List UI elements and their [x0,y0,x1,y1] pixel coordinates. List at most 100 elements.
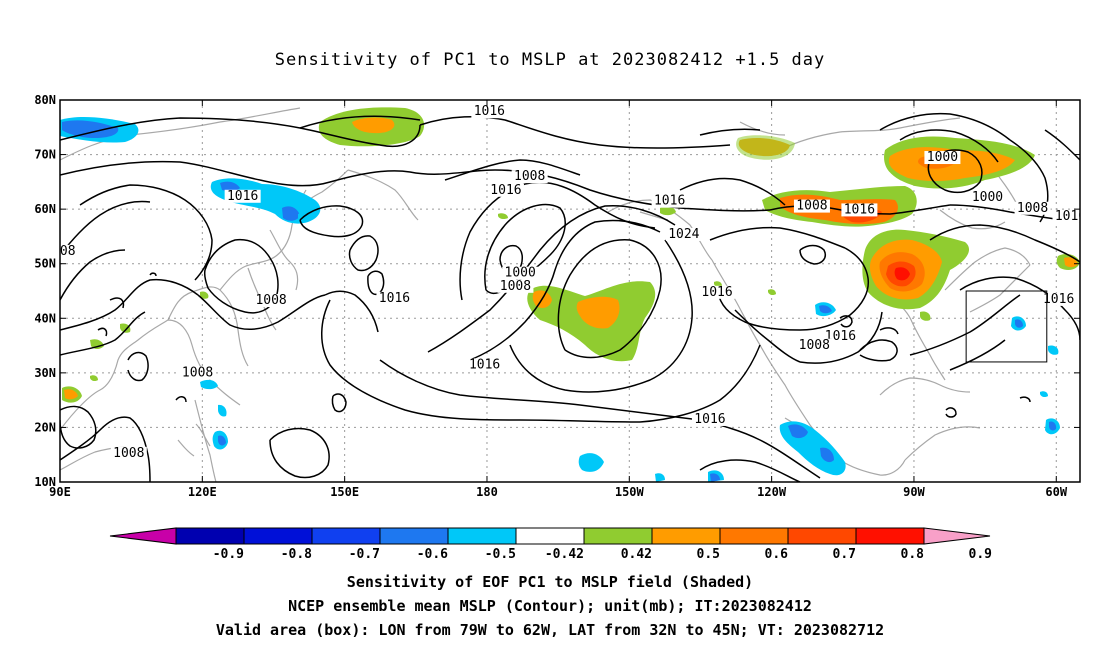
colorbar-label: -0.9 [213,547,244,562]
colorbar-box [787,527,857,545]
contour-label-bg [1040,292,1077,306]
contour-label-bg [110,446,147,460]
lat-tick-label: 70N [34,148,56,162]
colorbar-box [447,527,517,545]
contour-label-bg [376,291,413,305]
contour-label: 1008 [1017,201,1048,216]
lat-tick-label: 30N [34,366,56,380]
contour-label: 1016 [490,183,521,198]
lon-tick-label: 180 [476,485,498,499]
contour-label: 1016 [654,194,685,209]
contour-label-bg [466,358,503,372]
contour-label: 1016 [379,291,410,306]
contour-label: 1008 [796,199,827,214]
caption-valid-area: Valid area (box): LON from 79W to 62W, L… [215,621,885,639]
colorbar-label: 0.6 [765,547,789,562]
contour-label: 1000 [505,266,536,281]
contour-label: 1016 [844,202,875,217]
axes: 90E 120E 150E 180 150W 120W 90W 60W 80N 70N 60N 50N… [34,93,1080,499]
mslp-contours [60,112,1080,482]
contour-label-bg [253,294,290,308]
contour-label: 1016 [469,357,500,372]
colorbar-box [515,527,585,545]
lon-tick-label: 150W [615,485,645,499]
contour-label-bg [924,151,961,165]
contour-label-bg [665,227,702,241]
colorbar-high-extend [923,527,991,545]
lon-tick-label: 120W [757,485,787,499]
contour-label: 1008 [514,169,545,184]
colorbar-label: 0.5 [697,547,720,562]
colorbar-label: -0.6 [417,547,448,562]
colorbar-label: 0.9 [969,547,992,562]
colorbar-box [651,527,721,545]
contour-label: 1016 [701,285,732,300]
contour-label: 1024 [668,227,699,242]
caption-contour: NCEP ensemble mean MSLP (Contour); unit(… [288,597,812,615]
contour-label: 1016 [474,104,505,119]
colorbar-label: 0.42 [621,547,652,562]
contour-label: 1000 [972,190,1003,205]
colorbar-low-extend [109,527,177,545]
colorbar-box [379,527,449,545]
contour-label-bg [511,170,548,184]
contour-label-bg [796,338,833,352]
contour-label-bg [793,199,830,213]
contour-label-bg [60,244,78,258]
lat-tick-label: 80N [34,93,56,107]
lon-tick-label: 150E [330,485,359,499]
colorbar: -0.9 -0.8 -0.7 -0.6 -0.5 -0.42 0.42 0.5 0.6 0.7 0.… [109,527,992,562]
contour-label: 1016 [1043,292,1074,307]
lon-tick-label: 90E [49,485,71,499]
gridlines [60,100,1080,482]
plot-frame [59,99,1081,483]
lat-tick-label: 50N [34,257,56,271]
lat-tick-label: 40N [34,311,56,325]
contour-label-bg [1052,209,1080,223]
colorbar-label: 0.7 [833,547,856,562]
contour-label: 1008 [799,338,830,353]
valid-area-box [965,290,1048,363]
contour-label-bg [502,266,539,280]
contour-label: 008 [52,244,75,259]
contour-label-bg [1014,201,1051,215]
contour-label-bg [224,189,261,203]
contour-label: 1008 [113,446,144,461]
lon-tick-label: 120E [188,485,217,499]
contour-label: 1016 [825,329,856,344]
contour-label-bg [691,412,728,426]
colorbar-box [243,527,313,545]
caption-shaded: Sensitivity of EOF PC1 to MSLP field (Sh… [346,573,754,591]
contour-label: 1008 [500,279,531,294]
colorbar-label: 0.8 [901,547,925,562]
lat-tick-label: 60N [34,202,56,216]
chart-title: Sensitivity of PC1 to MSLP at 2023082412… [274,50,826,70]
contour-label-bg [841,203,878,217]
contour-label: 1008 [182,366,213,381]
colorbar-box [311,527,381,545]
lon-tick-label: 60W [1045,485,1067,499]
lat-tick-label: 20N [34,420,56,434]
contour-label-bg [969,190,1006,204]
contour-label-bg [651,194,688,208]
contour-label: 1016 [227,189,258,204]
contour-label-bg [471,105,508,119]
colorbar-box [175,527,245,545]
colorbar-label: -0.42 [545,547,584,562]
colorbar-box [855,527,925,545]
lat-tick-label: 10N [34,475,56,489]
contour-label-bg [179,366,216,380]
lon-tick-label: 90W [903,485,925,499]
contour-label-bg [487,183,524,197]
contour-label-bg [699,285,736,299]
colorbar-label: -0.7 [349,547,380,562]
contour-label-bg [497,279,534,293]
contour-label: 1016 [1055,209,1086,224]
colorbar-box [583,527,653,545]
contour-label: 1000 [927,150,958,165]
colorbar-label: -0.5 [485,547,516,562]
colorbar-box [719,527,789,545]
contour-label: 1008 [255,293,286,308]
